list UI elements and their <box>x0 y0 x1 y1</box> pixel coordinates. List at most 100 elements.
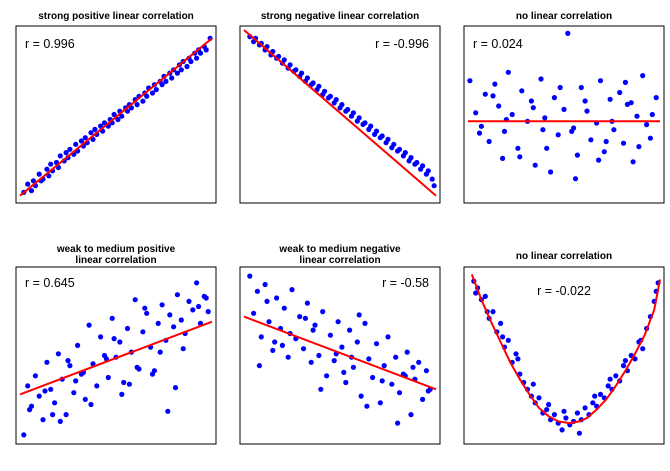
data-point <box>500 334 506 340</box>
data-point <box>544 145 550 151</box>
data-point <box>385 334 391 340</box>
data-point <box>297 314 303 320</box>
data-point <box>327 93 333 99</box>
data-point <box>345 106 351 113</box>
data-point <box>40 417 46 423</box>
panel-title-line-1: weak to medium negative <box>278 244 401 255</box>
data-point <box>48 161 54 167</box>
data-point <box>316 352 322 359</box>
data-point <box>354 339 360 345</box>
data-point <box>159 82 165 88</box>
data-point <box>333 97 339 103</box>
data-point <box>343 379 349 386</box>
data-point <box>50 412 56 418</box>
data-point <box>544 407 550 413</box>
data-point <box>299 70 305 76</box>
data-point <box>144 310 150 316</box>
data-point <box>408 412 414 418</box>
data-point <box>121 379 127 386</box>
data-point <box>134 364 140 370</box>
data-point <box>490 93 496 99</box>
data-point <box>528 98 535 104</box>
data-point <box>180 346 186 352</box>
data-point <box>408 155 414 161</box>
data-point <box>339 102 345 108</box>
data-point <box>634 113 640 119</box>
panel-strong-positive: strong positive linear correlation r = 0… <box>15 11 217 204</box>
data-point <box>490 309 496 315</box>
data-point <box>44 166 50 172</box>
data-point <box>590 400 596 406</box>
data-point <box>285 354 291 360</box>
data-point <box>46 173 52 179</box>
data-point <box>366 356 372 362</box>
data-point <box>582 98 588 104</box>
data-point <box>420 163 426 169</box>
data-point <box>473 290 479 296</box>
data-point <box>178 67 184 73</box>
data-point <box>30 178 36 184</box>
data-point <box>572 176 579 182</box>
data-point <box>597 78 604 84</box>
data-point <box>561 408 567 414</box>
data-point <box>611 127 617 133</box>
plot-frame <box>239 266 441 445</box>
data-point <box>308 359 314 365</box>
data-point <box>197 50 204 56</box>
r-value-label: r = 0.024 <box>473 37 523 51</box>
data-point <box>140 329 146 335</box>
data-point <box>196 303 202 310</box>
data-point <box>44 359 50 365</box>
data-point <box>304 75 310 81</box>
data-point <box>584 108 590 114</box>
data-point <box>592 393 598 399</box>
data-point <box>381 363 387 369</box>
data-point <box>649 111 655 118</box>
data-point <box>563 415 569 421</box>
data-point <box>640 346 646 352</box>
data-point <box>478 123 484 129</box>
data-point <box>356 115 362 121</box>
data-point <box>607 376 613 382</box>
data-point <box>429 176 435 182</box>
data-point <box>622 79 629 85</box>
data-point <box>540 127 546 133</box>
data-point <box>264 298 270 304</box>
data-point <box>414 159 420 166</box>
data-point <box>153 87 159 93</box>
data-point <box>530 105 536 111</box>
data-point <box>347 327 353 333</box>
data-point <box>126 381 132 387</box>
data-point <box>423 368 429 374</box>
data-point <box>117 339 123 345</box>
data-point <box>63 150 69 156</box>
panel-weak-positive: weak to medium positive linear correlati… <box>15 244 217 445</box>
data-point <box>515 356 521 362</box>
data-point <box>385 136 391 142</box>
data-point <box>467 78 473 84</box>
data-point <box>171 324 177 330</box>
panel-title: strong positive linear correlation <box>38 11 194 22</box>
data-point <box>279 342 285 348</box>
data-point <box>109 315 115 321</box>
data-point <box>379 133 385 139</box>
data-point <box>356 312 362 318</box>
data-point <box>82 396 88 402</box>
data-point <box>482 293 488 299</box>
data-point <box>505 69 511 75</box>
data-point <box>530 381 536 387</box>
data-point <box>157 349 163 355</box>
data-point <box>396 146 403 152</box>
data-point <box>262 281 268 288</box>
data-point <box>555 132 561 138</box>
panel-title-line-2: linear correlation <box>299 255 380 266</box>
data-point <box>486 138 492 145</box>
plot-frame <box>463 25 665 204</box>
data-point <box>597 391 604 397</box>
data-point <box>65 358 71 364</box>
data-point <box>184 63 190 70</box>
data-point <box>565 30 571 36</box>
data-point <box>57 153 63 159</box>
data-point <box>498 320 504 326</box>
